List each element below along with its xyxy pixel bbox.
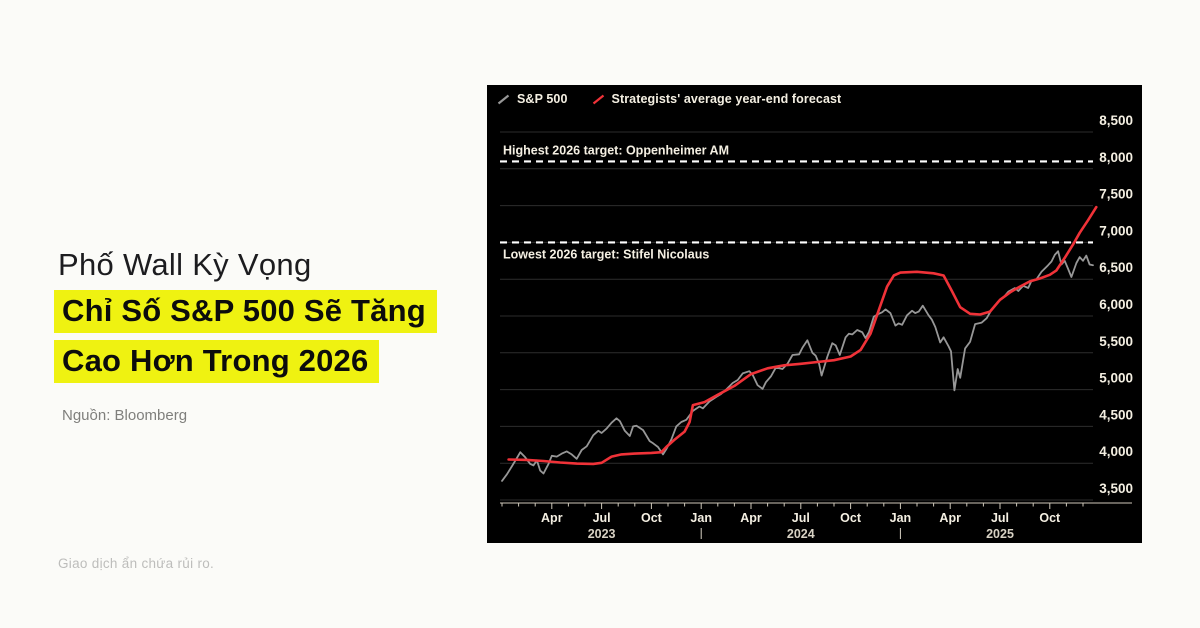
source-label: Nguồn: Bloomberg bbox=[62, 407, 188, 425]
x-tick-label: Jul bbox=[593, 511, 611, 525]
y-tick-label: 5,500 bbox=[1099, 334, 1133, 349]
y-tick-label: 8,500 bbox=[1099, 113, 1133, 128]
x-tick-label: Jul bbox=[991, 511, 1009, 525]
lowest-target-label: Lowest 2026 target: Stifel Nicolaus bbox=[503, 247, 709, 261]
year-label: 2025 bbox=[986, 527, 1014, 541]
forecast-line-icon bbox=[592, 94, 604, 104]
y-tick-label: 7,500 bbox=[1099, 187, 1133, 202]
forecast-line bbox=[507, 205, 1098, 466]
y-tick-label: 3,500 bbox=[1099, 481, 1133, 496]
x-tick-label: Jan bbox=[890, 511, 912, 525]
x-tick-label: Apr bbox=[939, 511, 961, 525]
x-tick-label: Apr bbox=[740, 511, 762, 525]
x-tick-label: Apr bbox=[541, 511, 563, 525]
legend-item-sp500: S&P 500 bbox=[497, 92, 568, 106]
sp500-line-icon bbox=[497, 94, 510, 104]
legend-label-forecast: Strategists' average year-end forecast bbox=[611, 92, 842, 106]
chart-panel: S&P 500 Strategists' average year-end fo… bbox=[487, 85, 1142, 543]
sp500-line bbox=[501, 250, 1094, 482]
x-tick-label: Oct bbox=[641, 511, 663, 525]
year-label: 2024 bbox=[787, 527, 815, 541]
y-tick-label: 6,000 bbox=[1099, 297, 1133, 312]
y-tick-label: 4,500 bbox=[1099, 407, 1133, 422]
y-tick-label: 4,000 bbox=[1099, 444, 1133, 459]
chart-legend: S&P 500 Strategists' average year-end fo… bbox=[497, 92, 841, 106]
headline-highlight-row-1: Chỉ Số S&P 500 Sẽ Tăng bbox=[54, 290, 437, 334]
x-tick-label: Oct bbox=[1039, 511, 1061, 525]
highest-target-label: Highest 2026 target: Oppenheimer AM bbox=[503, 143, 729, 157]
y-tick-label: 8,000 bbox=[1099, 150, 1133, 165]
headline-highlight-1: Chỉ Số S&P 500 Sẽ Tăng bbox=[54, 290, 437, 334]
x-tick-label: Jan bbox=[690, 511, 712, 525]
y-tick-label: 5,000 bbox=[1099, 371, 1133, 386]
y-tick-label: 6,500 bbox=[1099, 260, 1133, 275]
legend-item-forecast: Strategists' average year-end forecast bbox=[592, 92, 842, 106]
headline-title: Phố Wall Kỳ Vọng bbox=[58, 247, 312, 282]
legend-label-sp500: S&P 500 bbox=[517, 92, 568, 106]
disclaimer-text: Giao dịch ẩn chứa rủi ro. bbox=[58, 556, 215, 571]
line-chart: Highest 2026 target: Oppenheimer AM Lowes… bbox=[500, 113, 1133, 541]
headline-highlight-2: Cao Hơn Trong 2026 bbox=[54, 340, 380, 384]
headline-highlight-row-2: Cao Hơn Trong 2026 bbox=[54, 340, 437, 384]
x-tick-label: Jul bbox=[792, 511, 810, 525]
x-tick-label: Oct bbox=[840, 511, 862, 525]
headline-block: Phố Wall Kỳ Vọng Chỉ Số S&P 500 Sẽ Tăng … bbox=[54, 246, 437, 425]
year-label: 2023 bbox=[588, 527, 616, 541]
y-tick-label: 7,000 bbox=[1099, 223, 1133, 238]
